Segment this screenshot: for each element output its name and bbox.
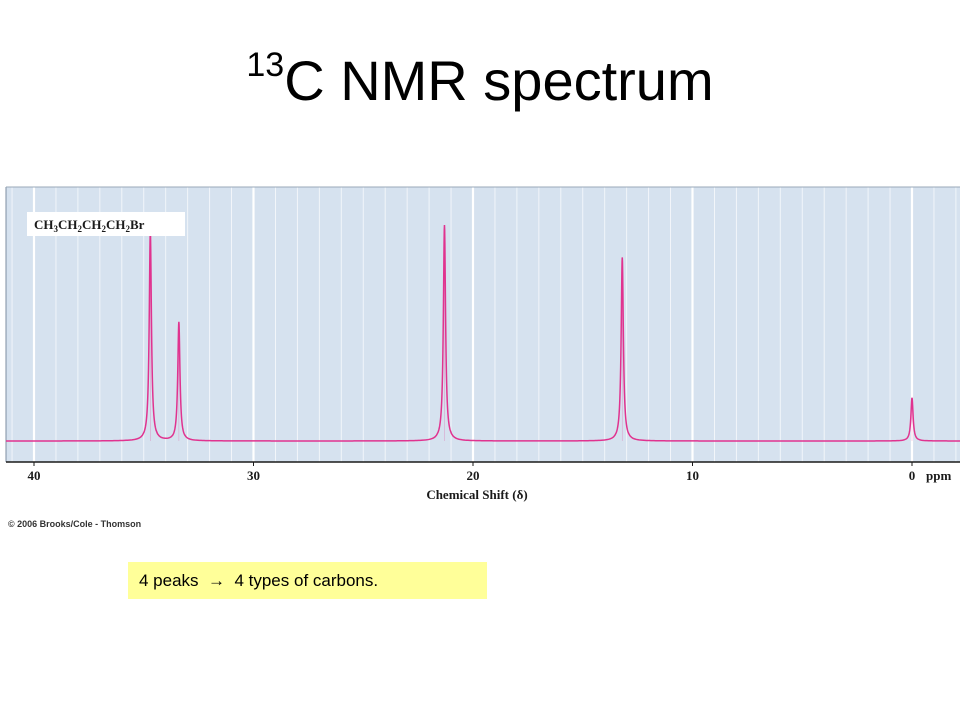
formula-subscript: 3: [54, 224, 59, 234]
formula-subscript: 2: [78, 224, 83, 234]
title-main: C NMR spectrum: [284, 49, 714, 112]
x-axis-label: Chemical Shift (δ): [426, 487, 527, 502]
grid-lines: [11, 187, 957, 462]
formula-group: Br: [130, 217, 145, 232]
copyright-notice: © 2006 Brooks/Cole - Thomson: [8, 519, 142, 529]
callout-box: 4 peaks → 4 types of carbons.: [128, 562, 487, 599]
x-axis-ticks: 40 30 20 10 0: [28, 462, 916, 483]
right-arrow-icon: →: [208, 571, 225, 590]
compound-formula: CH3CH2CH2CH2Br: [34, 217, 145, 234]
spectrum-line: [6, 224, 960, 442]
formula-subscript: 2: [126, 224, 131, 234]
compound-label-box: [27, 212, 185, 236]
title-superscript: 13: [246, 46, 285, 85]
callout-right-text: 4 types of carbons.: [234, 571, 379, 590]
x-tick-label: 30: [247, 468, 260, 483]
x-tick-label: 20: [467, 468, 480, 483]
callout-left-text: 4 peaks: [139, 571, 199, 590]
formula-group: CH: [34, 217, 54, 232]
formula-group: CH: [106, 217, 126, 232]
x-tick-label: 10: [686, 468, 699, 483]
x-tick-label: 40: [28, 468, 41, 483]
nmr-spectrum-chart: 40 30 20 10 0 ppm Chemical Shift (δ) CH3CH2C…: [5, 186, 960, 502]
formula-subscript: 2: [102, 224, 107, 234]
x-unit-label: ppm: [926, 468, 951, 483]
formula-group: CH: [58, 217, 78, 232]
slide-title: 13C NMR spectrum: [0, 47, 960, 112]
x-tick-label: 0: [909, 468, 916, 483]
formula-group: CH: [82, 217, 102, 232]
